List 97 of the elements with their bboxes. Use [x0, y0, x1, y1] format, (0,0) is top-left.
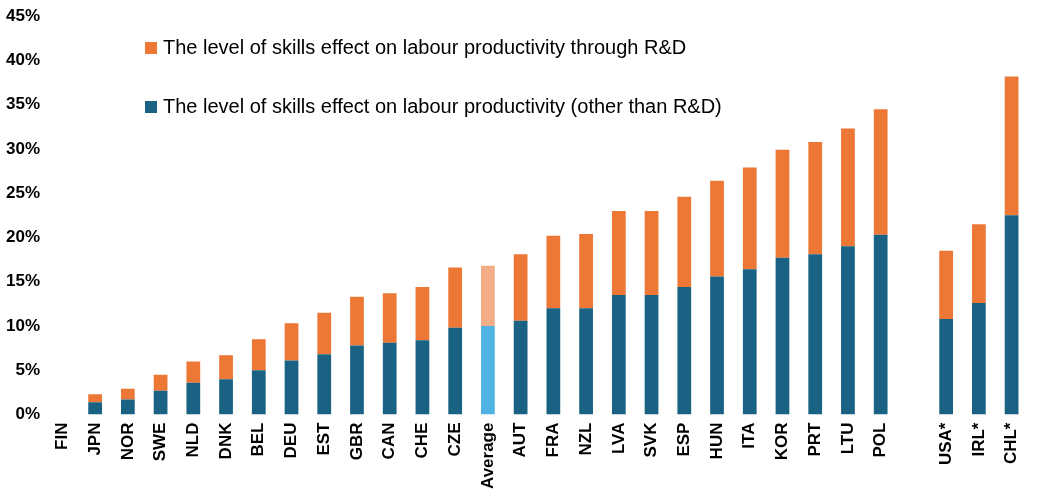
- legend-label: The level of skills effect on labour productivity (other than R&D): [163, 95, 722, 118]
- bar: [677, 196, 692, 288]
- bar: [677, 287, 692, 415]
- x-tick-label: BEL: [248, 422, 268, 457]
- bar: [972, 303, 986, 415]
- bar: [579, 308, 593, 415]
- x-tick-label: PRT: [804, 421, 824, 457]
- x-tick-label: DNK: [215, 421, 235, 460]
- bar: [120, 399, 135, 415]
- x-tick-label: CHL*: [1001, 422, 1021, 465]
- bar: [873, 234, 888, 415]
- bar: [481, 326, 495, 415]
- y-tick-label: 25%: [5, 182, 41, 202]
- x-tick-label: JPN: [84, 422, 104, 456]
- x-tick-label: NLD: [183, 422, 202, 458]
- x-tick-label: CZE: [444, 422, 464, 457]
- bar: [88, 394, 102, 403]
- bar: [513, 254, 528, 321]
- y-tick-label: 0%: [15, 404, 41, 424]
- bar: [841, 128, 855, 247]
- bar: [448, 267, 463, 328]
- bar: [939, 250, 954, 319]
- y-tick-label: 5%: [15, 359, 41, 379]
- x-tick-label: LTU: [837, 422, 857, 455]
- bar: [611, 210, 626, 296]
- x-tick-label: GBR: [346, 422, 366, 461]
- x-tick-label: NOR: [117, 422, 137, 461]
- x-tick-label: CHE: [412, 422, 432, 459]
- bar: [546, 308, 561, 415]
- bar: [153, 374, 168, 391]
- y-tick-label: 30%: [5, 138, 41, 158]
- bar: [317, 354, 332, 415]
- bar: [611, 295, 626, 415]
- bar: [939, 318, 954, 415]
- y-tick-label: 35%: [5, 94, 41, 114]
- bar: [382, 342, 397, 415]
- x-tick-label: AUT: [510, 421, 530, 458]
- bar: [710, 180, 724, 277]
- bar: [546, 235, 561, 309]
- bar: [448, 327, 463, 415]
- bar: [808, 141, 823, 255]
- bar: [350, 296, 364, 346]
- x-tick-label: DEU: [281, 422, 301, 459]
- x-tick-label: USA*: [935, 422, 955, 466]
- x-tick-label: ESP: [673, 422, 693, 457]
- bar: [972, 224, 986, 303]
- bar: [120, 388, 135, 400]
- bar: [350, 345, 364, 415]
- bar: [873, 109, 888, 235]
- y-tick-label: 40%: [5, 50, 41, 70]
- bar: [742, 167, 757, 270]
- bar: [251, 339, 266, 371]
- x-tick-label: Average: [477, 422, 497, 489]
- x-tick-label: EST: [313, 421, 333, 456]
- bar: [841, 246, 855, 415]
- y-tick-label: 45%: [5, 5, 41, 25]
- bar: [579, 233, 593, 309]
- bar: [513, 320, 528, 415]
- x-tick-label: IRL*: [968, 422, 988, 457]
- x-tick-label: KOR: [772, 422, 792, 461]
- x-tick-label: FRA: [543, 422, 563, 458]
- bar: [317, 312, 332, 355]
- bar: [219, 355, 233, 380]
- bar: [775, 149, 790, 258]
- bar: [153, 390, 168, 415]
- bar: [775, 257, 790, 415]
- bar: [186, 382, 201, 415]
- bar: [808, 254, 823, 415]
- bar: [710, 276, 724, 415]
- x-tick-label: SVK: [641, 421, 661, 458]
- x-tick-label: POL: [870, 422, 890, 458]
- bar: [644, 295, 659, 415]
- x-tick-label: HUN: [706, 422, 726, 460]
- y-tick-label: 15%: [5, 271, 41, 291]
- bar: [415, 340, 430, 415]
- bar: [415, 287, 430, 341]
- x-tick-label: SWE: [150, 422, 170, 462]
- x-tick-label: ITA: [739, 422, 759, 449]
- bar: [644, 210, 659, 296]
- x-tick-label: LVA: [608, 422, 628, 455]
- bar: [382, 293, 397, 343]
- y-tick-label: 10%: [5, 315, 41, 335]
- x-tick-label: FIN: [52, 422, 72, 450]
- y-tick-label: 20%: [5, 227, 41, 247]
- bar: [481, 265, 495, 327]
- bar: [1004, 76, 1019, 216]
- bar: [1004, 215, 1019, 415]
- bar: [88, 402, 102, 415]
- legend-label: The level of skills effect on labour productivity through R&D: [163, 36, 687, 59]
- bar: [219, 379, 233, 415]
- bar: [742, 269, 757, 415]
- bar: [186, 361, 201, 383]
- bar: [284, 323, 299, 361]
- x-tick-label: NZL: [575, 422, 595, 456]
- x-tick-label: CAN: [379, 422, 399, 460]
- bar: [284, 360, 299, 415]
- bar: [251, 370, 266, 415]
